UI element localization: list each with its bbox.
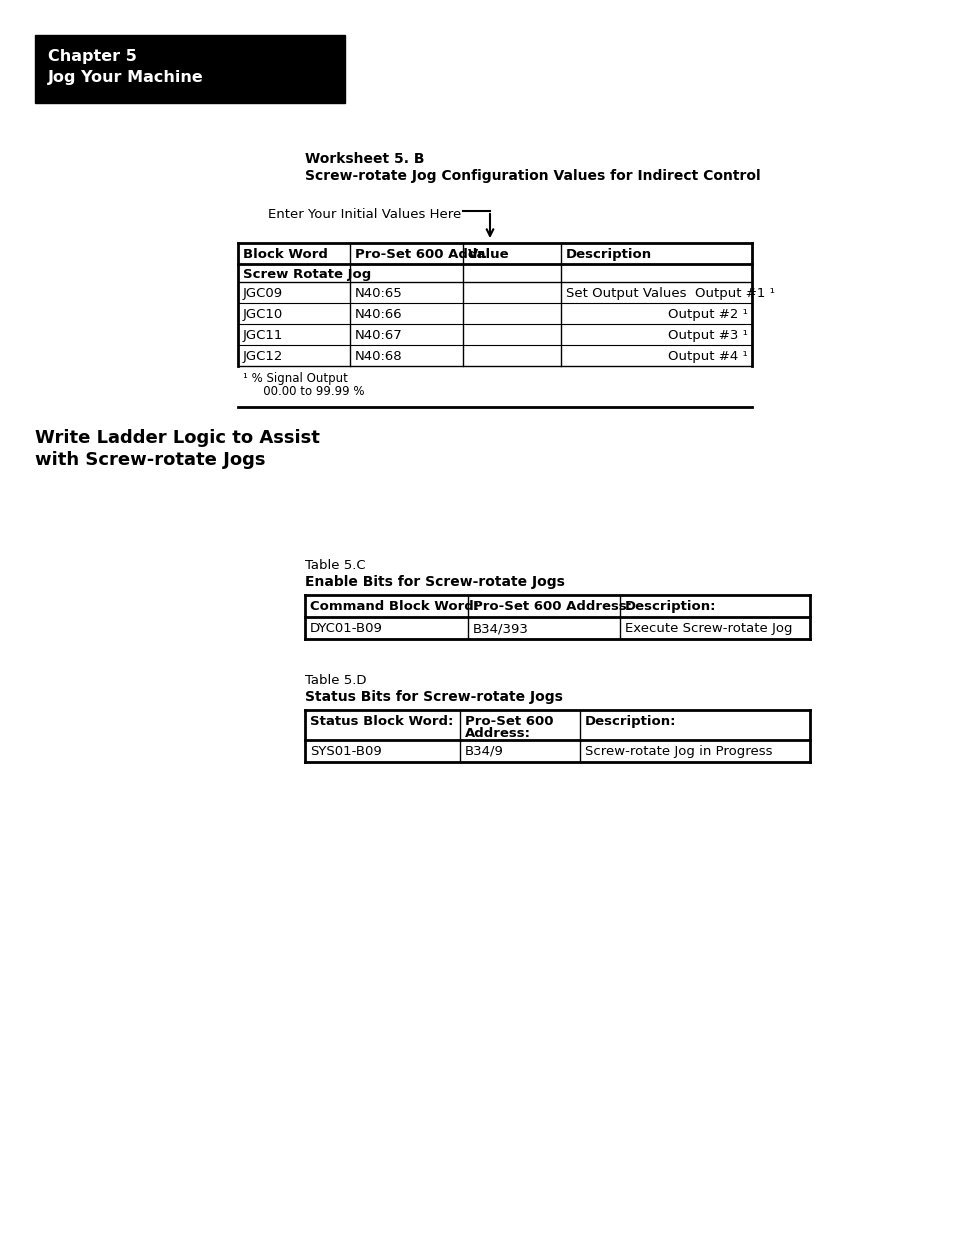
Text: Pro-Set 600 Addr.: Pro-Set 600 Addr. [355,248,487,261]
Text: Table 5.C: Table 5.C [305,559,365,572]
Text: Screw Rotate Jog: Screw Rotate Jog [243,268,371,282]
Text: DYC01-B09: DYC01-B09 [310,622,382,635]
Text: Description:: Description: [584,715,676,727]
Text: Jog Your Machine: Jog Your Machine [48,70,204,85]
Text: Block Word: Block Word [243,248,328,261]
Text: JGC12: JGC12 [243,350,283,363]
Text: Value: Value [468,248,509,261]
Text: Pro-Set 600 Address:: Pro-Set 600 Address: [473,600,632,613]
Text: Status Bits for Screw-rotate Jogs: Status Bits for Screw-rotate Jogs [305,690,562,704]
Text: JGC11: JGC11 [243,329,283,342]
Text: Pro-Set 600: Pro-Set 600 [464,715,553,727]
Text: Output #2 ¹: Output #2 ¹ [667,308,747,321]
Text: B34/393: B34/393 [473,622,528,635]
Text: 00.00 to 99.99 %: 00.00 to 99.99 % [252,385,364,398]
Text: Status Block Word:: Status Block Word: [310,715,453,727]
Text: Address:: Address: [464,727,531,740]
Text: JGC10: JGC10 [243,308,283,321]
Text: Description: Description [565,248,652,261]
Text: Command Block Word:: Command Block Word: [310,600,478,613]
Text: with Screw-rotate Jogs: with Screw-rotate Jogs [35,451,265,469]
Text: Output #4 ¹: Output #4 ¹ [667,350,747,363]
Text: Execute Screw-rotate Jog: Execute Screw-rotate Jog [624,622,792,635]
Text: Chapter 5: Chapter 5 [48,49,136,64]
Text: Output #3 ¹: Output #3 ¹ [667,329,747,342]
Text: Set Output Values  Output #1 ¹: Set Output Values Output #1 ¹ [565,287,774,300]
Text: Description:: Description: [624,600,716,613]
Text: N40:68: N40:68 [355,350,402,363]
Text: ¹ % Signal Output: ¹ % Signal Output [243,372,348,385]
Text: N40:65: N40:65 [355,287,402,300]
Text: Table 5.D: Table 5.D [305,674,366,687]
Text: SYS01-B09: SYS01-B09 [310,745,381,758]
Bar [35,35,345,103]
Text: N40:67: N40:67 [355,329,402,342]
Text: N40:66: N40:66 [355,308,402,321]
Text: Screw-rotate Jog Configuration Values for Indirect Control: Screw-rotate Jog Configuration Values fo… [305,169,760,183]
Text: B34/9: B34/9 [464,745,503,758]
Text: JGC09: JGC09 [243,287,283,300]
Text: Worksheet 5. B: Worksheet 5. B [305,152,424,165]
Text: Write Ladder Logic to Assist: Write Ladder Logic to Assist [35,429,319,447]
Text: Screw-rotate Jog in Progress: Screw-rotate Jog in Progress [584,745,772,758]
Text: Enter Your Initial Values Here: Enter Your Initial Values Here [268,207,460,221]
Text: Enable Bits for Screw-rotate Jogs: Enable Bits for Screw-rotate Jogs [305,576,564,589]
